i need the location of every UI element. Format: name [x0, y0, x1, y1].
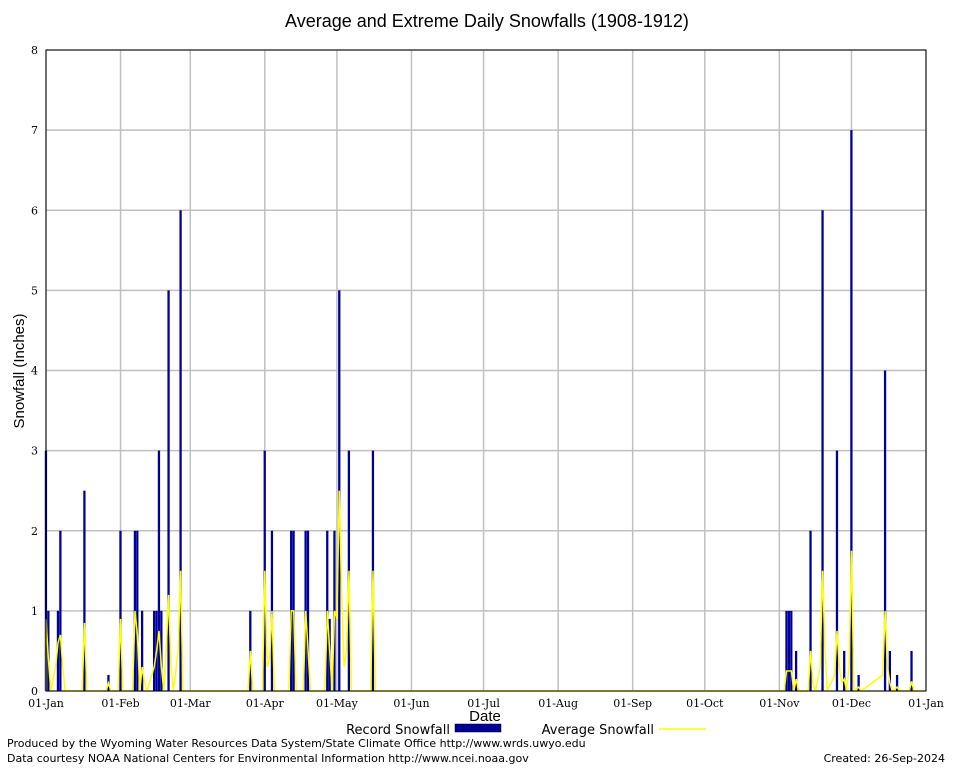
x-tick-label: 01-Nov [759, 697, 800, 710]
record-bar [160, 610, 163, 691]
footer-data-courtesy: Data courtesy NOAA National Centers for … [7, 752, 529, 765]
record-bar [843, 650, 846, 691]
legend: Record Snowfall Average Snowfall [346, 723, 706, 738]
chart-title: Average and Extreme Daily Snowfalls (190… [285, 11, 689, 31]
x-tick-label: 01-Dec [832, 697, 871, 710]
plot-frame [45, 49, 927, 692]
record-bar [794, 650, 798, 691]
record-bar [306, 530, 310, 691]
record-bar [857, 674, 860, 691]
y-tick-label: 0 [31, 685, 38, 698]
y-tick-label: 6 [31, 204, 38, 217]
y-tick-label: 5 [31, 284, 38, 297]
y-tick-label: 8 [31, 44, 38, 57]
x-axis-label: Date [469, 708, 501, 725]
record-bar [787, 610, 791, 691]
record-bar [883, 370, 887, 691]
record-bar [785, 610, 788, 691]
y-tick-label: 2 [31, 525, 38, 538]
y-tick-label: 3 [31, 445, 38, 458]
y-ticks: 0 1 2 3 4 5 6 7 8 [31, 44, 38, 698]
grid [45, 49, 927, 692]
record-bar [809, 530, 812, 691]
x-tick-label: 01-Jan [28, 697, 64, 710]
x-tick-label: 01-Sep [613, 697, 652, 710]
record-bar [835, 450, 839, 691]
x-tick-label: 01-Jun [393, 697, 429, 710]
y-tick-label: 7 [31, 124, 38, 137]
record-bar [140, 610, 144, 691]
record-bar [59, 530, 62, 691]
x-tick-label: 01-Jul [467, 697, 500, 710]
x-tick-label: 01-Aug [538, 697, 578, 710]
record-bar [119, 530, 122, 691]
x-tick-label: 01-May [316, 697, 359, 710]
footer-produced-by: Produced by the Wyoming Water Resources … [7, 737, 586, 750]
x-tick-label: 01-Jan [908, 697, 944, 710]
legend-average-label: Average Snowfall [542, 723, 654, 738]
record-bar [152, 610, 156, 691]
record-bar [850, 130, 853, 691]
record-bar [157, 450, 161, 691]
record-bar [888, 650, 892, 691]
record-bar [167, 290, 170, 691]
x-tick-label: 01-Oct [686, 697, 724, 710]
record-bar [179, 210, 182, 691]
y-tick-label: 4 [31, 365, 38, 378]
record-bar [56, 610, 60, 691]
record-bars [44, 130, 913, 691]
y-axis-label: Snowfall (Inches) [11, 313, 28, 428]
x-tick-label: 01-Feb [101, 697, 139, 710]
x-ticks: 01-Jan 01-Feb 01-Mar 01-Apr 01-May 01-Jun 01-J… [28, 697, 944, 710]
record-bar [83, 490, 86, 691]
x-tick-label: 01-Mar [170, 697, 212, 710]
average-snowfall-line [45, 490, 926, 694]
record-bar [136, 530, 139, 691]
record-bar [910, 650, 913, 691]
average-line-layer [45, 490, 926, 694]
record-bar [790, 610, 793, 691]
record-bar [821, 210, 824, 691]
footer-created: Created: 26-Sep-2024 [823, 752, 945, 765]
legend-record-swatch [454, 723, 502, 733]
legend-record-label: Record Snowfall [346, 723, 450, 738]
x-tick-label: 01-Apr [246, 697, 285, 710]
record-bar [895, 674, 899, 691]
y-tick-label: 1 [31, 605, 38, 618]
